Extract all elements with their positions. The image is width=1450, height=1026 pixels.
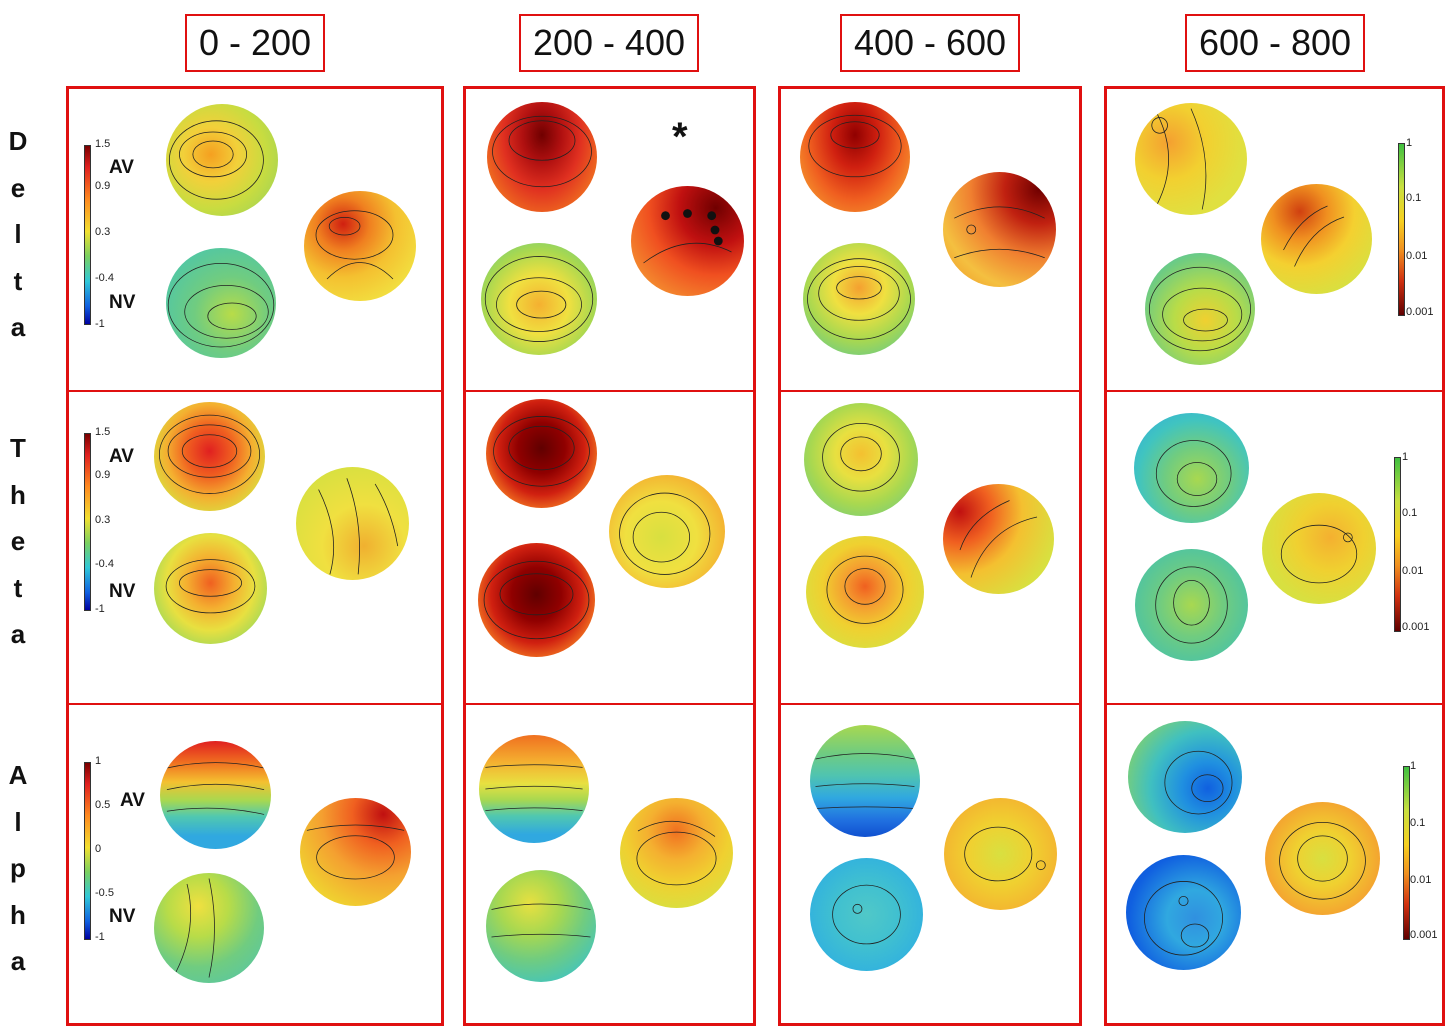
theta-p-tick-4: 0.001 bbox=[1402, 621, 1430, 633]
delta-200-400-diff-map bbox=[631, 186, 744, 296]
header-200-400: 200 - 400 bbox=[519, 14, 699, 72]
theta-tick-2: 0.9 bbox=[95, 469, 111, 481]
theta-600-800-nv-map bbox=[1135, 549, 1248, 661]
alpha-tick-1: 1 bbox=[95, 755, 102, 767]
theta-400-600-nv-map bbox=[806, 536, 924, 648]
delta-600-800-av-map bbox=[1135, 103, 1247, 215]
theta-0-200-av-map bbox=[154, 402, 265, 511]
alpha-p-tick-2: 0.1 bbox=[1410, 817, 1426, 829]
delta-pvalue-colorbar bbox=[1398, 143, 1405, 316]
alpha-600-800-diff-map bbox=[1265, 802, 1380, 915]
alpha-tick-5: -1 bbox=[95, 931, 105, 943]
alpha-400-600-nv-map bbox=[810, 858, 923, 971]
delta-400-600-av-map bbox=[800, 102, 910, 212]
delta-600-800-nv-map bbox=[1145, 253, 1255, 365]
alpha-p-tick-3: 0.01 bbox=[1410, 874, 1432, 886]
header-0-200: 0 - 200 bbox=[185, 14, 325, 72]
delta-200-400-nv-map bbox=[481, 243, 597, 355]
alpha-nv-label: NV bbox=[109, 906, 136, 927]
alpha-600-800-av-map bbox=[1128, 721, 1242, 833]
theta-colorbar bbox=[84, 433, 91, 611]
theta-tick-1: 1.5 bbox=[95, 426, 111, 438]
delta-tick-1: 1.5 bbox=[95, 138, 111, 150]
delta-0-200-nv-map bbox=[166, 248, 276, 358]
theta-pvalue-colorbar bbox=[1394, 457, 1401, 632]
theta-200-400-diff-map bbox=[609, 475, 725, 588]
theta-0-200-nv-map bbox=[154, 533, 267, 644]
delta-tick-4: -0.4 bbox=[95, 272, 114, 284]
delta-400-600-diff-map bbox=[943, 172, 1056, 287]
theta-200-400-av-map bbox=[486, 399, 597, 508]
alpha-400-600-av-map bbox=[810, 725, 920, 837]
theta-p-tick-1: 1 bbox=[1402, 451, 1409, 463]
alpha-tick-4: -0.5 bbox=[95, 887, 114, 899]
theta-400-600-diff-map bbox=[943, 484, 1054, 594]
delta-tick-3: 0.3 bbox=[95, 226, 111, 238]
alpha-200-400-nv-map bbox=[486, 870, 596, 982]
delta-600-800-diff-map bbox=[1261, 184, 1372, 294]
alpha-av-label: AV bbox=[120, 790, 145, 811]
alpha-p-tick-4: 0.001 bbox=[1410, 929, 1438, 941]
delta-p-tick-4: 0.001 bbox=[1406, 306, 1434, 318]
theta-p-tick-3: 0.01 bbox=[1402, 565, 1424, 577]
theta-400-600-av-map bbox=[804, 403, 918, 516]
alpha-0-200-nv-map bbox=[154, 873, 264, 983]
delta-av-label: AV bbox=[109, 157, 134, 178]
alpha-400-600-diff-map bbox=[944, 798, 1057, 910]
alpha-pvalue-colorbar bbox=[1403, 766, 1410, 940]
alpha-0-200-av-map bbox=[160, 741, 271, 849]
theta-600-800-av-map bbox=[1134, 413, 1249, 523]
theta-600-800-diff-map bbox=[1262, 493, 1376, 604]
alpha-p-tick-1: 1 bbox=[1410, 760, 1417, 772]
theta-tick-5: -1 bbox=[95, 603, 105, 615]
delta-nv-label: NV bbox=[109, 292, 136, 313]
alpha-0-200-diff-map bbox=[300, 798, 411, 906]
delta-p-tick-1: 1 bbox=[1406, 137, 1413, 149]
delta-p-tick-2: 0.1 bbox=[1406, 192, 1422, 204]
delta-tick-5: -1 bbox=[95, 318, 105, 330]
header-400-600: 400 - 600 bbox=[840, 14, 1020, 72]
significance-star: * bbox=[672, 115, 688, 159]
delta-0-200-diff-map bbox=[304, 191, 416, 301]
delta-p-tick-3: 0.01 bbox=[1406, 250, 1428, 262]
theta-tick-4: -0.4 bbox=[95, 558, 114, 570]
delta-tick-2: 0.9 bbox=[95, 180, 111, 192]
theta-0-200-diff-map bbox=[296, 467, 409, 580]
delta-colorbar bbox=[84, 145, 91, 325]
alpha-colorbar bbox=[84, 762, 91, 940]
header-600-800: 600 - 800 bbox=[1185, 14, 1365, 72]
delta-400-600-nv-map bbox=[803, 243, 915, 355]
alpha-600-800-nv-map bbox=[1126, 855, 1241, 970]
delta-0-200-av-map bbox=[166, 104, 278, 216]
delta-200-400-av-map bbox=[487, 102, 597, 212]
theta-p-tick-2: 0.1 bbox=[1402, 507, 1418, 519]
theta-av-label: AV bbox=[109, 446, 134, 467]
alpha-tick-3: 0 bbox=[95, 843, 102, 855]
alpha-200-400-av-map bbox=[479, 735, 589, 843]
theta-nv-label: NV bbox=[109, 581, 136, 602]
alpha-200-400-diff-map bbox=[620, 798, 733, 908]
alpha-tick-2: 0.5 bbox=[95, 799, 111, 811]
theta-200-400-nv-map bbox=[478, 543, 595, 657]
theta-tick-3: 0.3 bbox=[95, 514, 111, 526]
